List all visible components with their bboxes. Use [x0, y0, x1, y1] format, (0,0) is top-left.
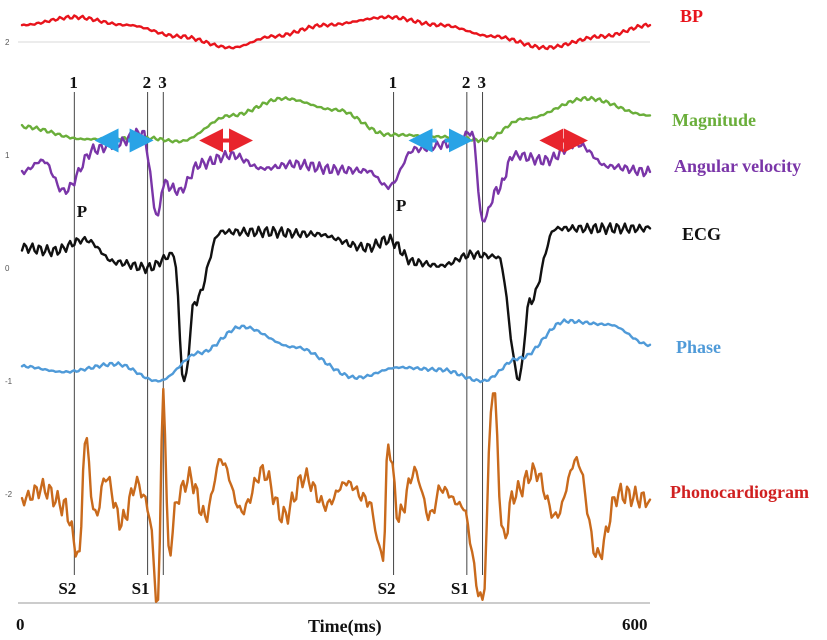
y-tick-label: 0 — [5, 264, 10, 273]
event-marker-top-label: 2 — [143, 73, 152, 92]
y-tick-label: 1 — [5, 151, 10, 160]
series-line — [20, 14, 652, 51]
event-marker-top-label: 1 — [69, 73, 78, 92]
series-line — [20, 387, 652, 603]
legend-label: Magnitude — [672, 110, 756, 130]
y-tick-label: 2 — [5, 38, 10, 47]
legend-label: Phonocardiogram — [670, 482, 809, 502]
annotation-label: P — [396, 196, 406, 215]
series-line — [20, 127, 652, 223]
y-tick-label: -2 — [5, 490, 13, 499]
event-marker-top-label: 2 — [462, 73, 471, 92]
event-marker-bottom-label: S1 — [451, 579, 469, 598]
x-tick-label-end: 600 — [622, 615, 648, 634]
legend-label: Angular velocity — [674, 156, 801, 176]
legend-label: Phase — [676, 337, 721, 357]
event-markers: 1 S2 2 S1 3 1 S2 2 S1 3 — [58, 73, 486, 598]
series-line — [20, 222, 652, 383]
series-line — [20, 95, 652, 144]
legend-label: BP — [680, 6, 703, 26]
annotation-label: P — [77, 202, 87, 221]
event-marker-top-label: 3 — [158, 73, 167, 92]
legend-label: ECG — [682, 224, 721, 244]
x-tick-label-start: 0 — [16, 615, 25, 634]
y-tick-label: -1 — [5, 377, 13, 386]
legend-group: BP Magnitude Angular velocity ECG Phase Phono… — [670, 6, 809, 502]
series-line — [20, 318, 652, 384]
event-marker-bottom-label: S2 — [58, 579, 76, 598]
event-marker-bottom-label: S1 — [132, 579, 150, 598]
x-axis-label: Time(ms) — [308, 616, 382, 637]
event-marker-top-label: 3 — [478, 73, 487, 92]
y-tick-labels: 2 1 0 -1 -2 — [5, 38, 13, 499]
series-group — [20, 14, 652, 603]
event-marker-top-label: 1 — [389, 73, 398, 92]
event-marker-bottom-label: S2 — [378, 579, 396, 598]
